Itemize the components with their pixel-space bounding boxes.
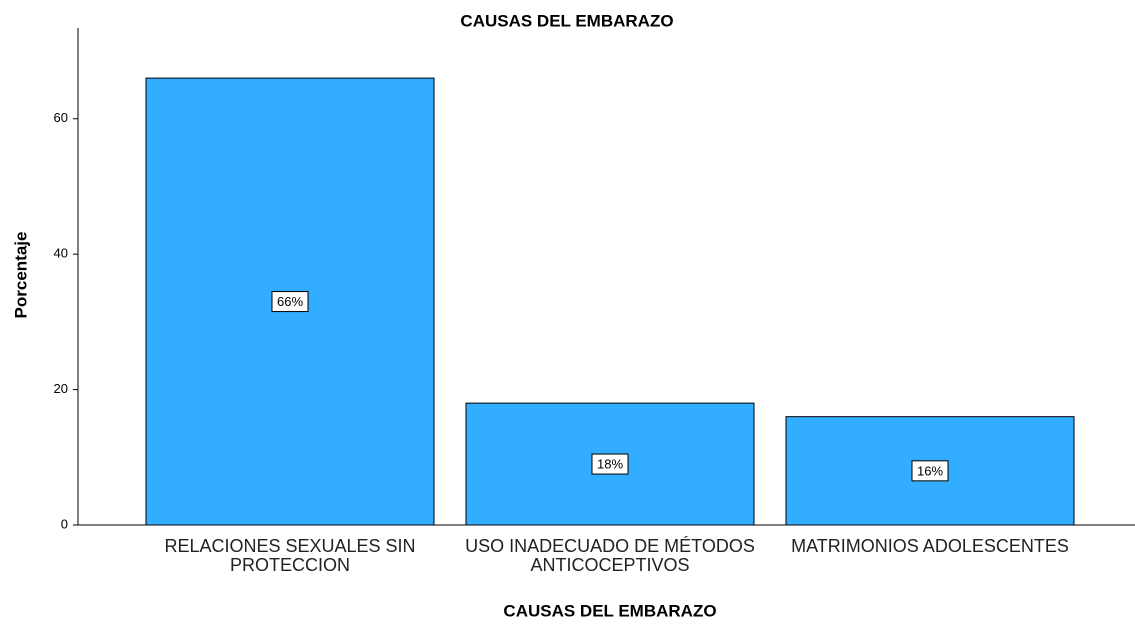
chart-title: CAUSAS DEL EMBARAZO <box>460 11 673 30</box>
value-label: 16% <box>917 463 943 478</box>
value-label-box <box>591 453 629 475</box>
y-axis-title: Porcentaje <box>11 232 30 319</box>
bar <box>785 416 1075 526</box>
x-axis-title: CAUSAS DEL EMBARAZO <box>503 601 716 620</box>
y-tick-label: 60 <box>54 110 68 125</box>
x-tick-label: USO INADECUADO DE MÉTODOS ANTICOCEPTIVOS <box>465 536 755 575</box>
value-label-box <box>271 291 309 313</box>
x-tick-label: RELACIONES SEXUALES SIN PROTECCION <box>164 536 416 575</box>
value-label: 18% <box>597 456 623 471</box>
x-tick-label: MATRIMONIOS ADOLESCENTES <box>791 536 1069 556</box>
value-label-box <box>911 460 949 482</box>
y-tick-label: 40 <box>54 246 68 261</box>
value-label: 66% <box>277 294 303 309</box>
y-tick-label: 20 <box>54 381 68 396</box>
y-tick-label: 0 <box>61 516 68 531</box>
